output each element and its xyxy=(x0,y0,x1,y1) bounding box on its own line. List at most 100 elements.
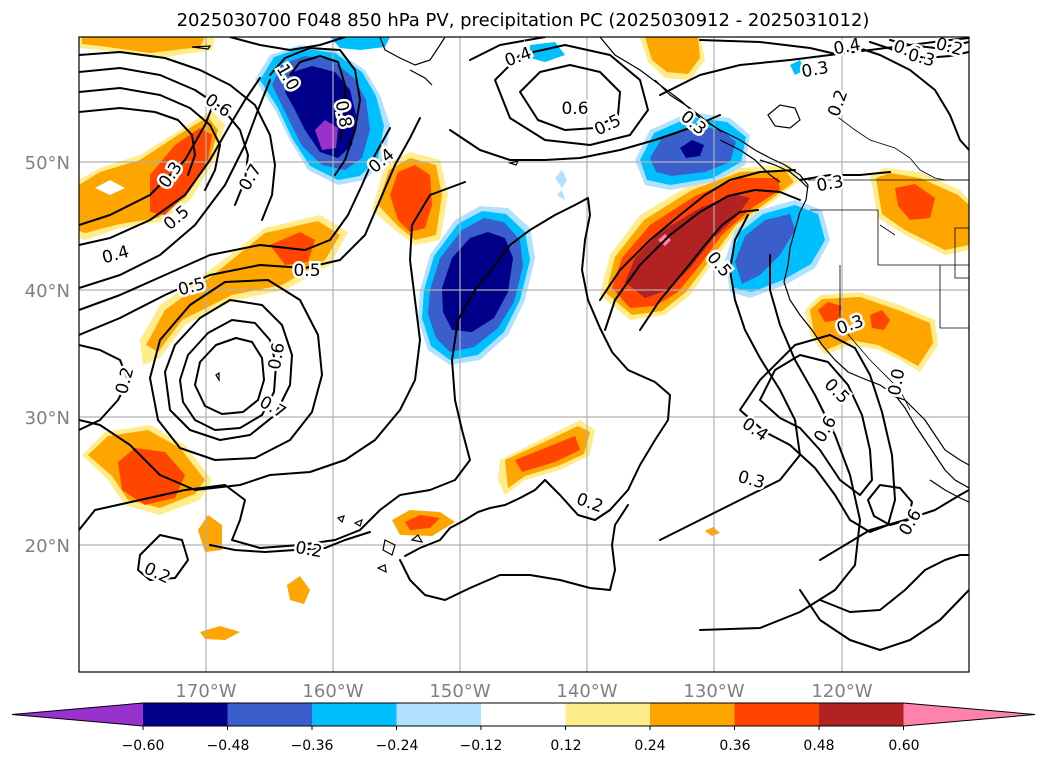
colorbar-tick-label: 0.36 xyxy=(719,738,750,754)
lon-label: 130°W xyxy=(683,681,744,702)
contour-label: 0.5 xyxy=(293,261,320,281)
colorbar-extend-max xyxy=(903,703,1035,726)
shade-positive xyxy=(870,310,890,330)
pv-contour xyxy=(469,37,546,61)
border-line xyxy=(879,224,896,236)
colorbar-tick-label: −0.48 xyxy=(207,738,250,754)
shade-negative xyxy=(735,214,795,284)
pv-contour xyxy=(179,319,277,431)
coastline xyxy=(929,479,969,503)
shade-positive xyxy=(515,436,580,472)
lat-label: 50°N xyxy=(25,153,70,174)
shade-positive xyxy=(895,184,935,220)
border-line xyxy=(954,227,969,279)
colorbar-segment xyxy=(312,703,397,726)
pv-contour xyxy=(209,531,371,553)
pv-contour xyxy=(79,87,221,191)
shade-positive xyxy=(818,302,842,322)
island xyxy=(353,518,363,527)
shade-negative xyxy=(285,66,356,158)
pv-contour xyxy=(449,114,721,161)
colorbar-tick-label: −0.12 xyxy=(460,738,503,754)
pv-contour xyxy=(164,299,293,441)
contour-label: 0.2 xyxy=(294,538,324,562)
map-area: 0.4 0.6 0.5 0.3 0.2 0.4 0.6 0.3 0.2 0.6 … xyxy=(79,37,969,672)
pv-contour xyxy=(79,117,421,336)
colorbar-extend-min xyxy=(12,703,143,726)
shade-positive xyxy=(810,297,933,366)
pv-contour xyxy=(867,484,913,526)
pv-contour xyxy=(494,44,649,146)
colorbar-tick-label: 0.48 xyxy=(803,738,834,754)
coastline xyxy=(719,139,781,183)
shade-negative xyxy=(555,170,567,188)
shade-positive xyxy=(198,515,222,552)
pv-contour xyxy=(659,214,801,541)
shade-negative xyxy=(315,120,338,150)
pv-contour xyxy=(404,479,546,557)
shade-negative xyxy=(330,37,390,50)
colorbar-tick-label: 0.12 xyxy=(550,738,581,754)
pv-contour xyxy=(269,47,361,176)
colorbar xyxy=(11,702,1036,730)
island xyxy=(382,539,396,556)
gridlines xyxy=(79,37,969,672)
pv-contour xyxy=(639,209,759,331)
island xyxy=(215,371,220,383)
pv-contour xyxy=(599,169,796,301)
coastline xyxy=(889,394,969,466)
lon-label: 170°W xyxy=(175,681,236,702)
pv-contour xyxy=(79,51,276,221)
pv-contour xyxy=(759,354,873,496)
shade-positive xyxy=(645,37,700,74)
pv-contour xyxy=(659,37,969,96)
shade-positive xyxy=(150,128,212,215)
pv-contour xyxy=(79,127,391,311)
shade-positive xyxy=(625,194,750,298)
shade-positive xyxy=(82,37,205,53)
colorbar-segment xyxy=(565,703,651,726)
colorbar-segment xyxy=(819,703,904,726)
pv-contour xyxy=(399,504,629,601)
pv-contour xyxy=(819,489,969,561)
coastline xyxy=(409,69,433,86)
border-line xyxy=(939,265,969,329)
pv-contour xyxy=(604,189,801,331)
colorbar-tick-label: 0.60 xyxy=(888,738,919,754)
pv-contour xyxy=(819,554,969,613)
island xyxy=(410,534,424,543)
pv-contour xyxy=(149,279,323,461)
island xyxy=(507,160,520,166)
shade-positive xyxy=(390,165,432,232)
lat-labels: 50°N 40°N 30°N 20°N xyxy=(25,153,70,557)
pv-contour xyxy=(699,254,861,631)
island xyxy=(336,515,345,524)
contour-label: 0.6 xyxy=(265,341,289,371)
island xyxy=(191,45,212,50)
shade-negative xyxy=(790,60,805,75)
pv-contour xyxy=(869,41,969,59)
coastlines xyxy=(191,37,969,574)
borders xyxy=(808,114,969,411)
border-line xyxy=(810,209,969,266)
colorbar-segment xyxy=(227,703,313,726)
coastline xyxy=(654,79,723,133)
shade-positive xyxy=(118,448,185,505)
pv-contour xyxy=(229,37,346,51)
pv-contour xyxy=(79,99,216,226)
pv-contour xyxy=(79,77,261,246)
pv-contour xyxy=(79,79,271,289)
coastline xyxy=(759,159,809,189)
shade-positive xyxy=(287,576,310,604)
pv-contour xyxy=(79,344,129,431)
pv-contour xyxy=(79,107,196,176)
pv-contour xyxy=(519,64,621,131)
pv-contour xyxy=(799,171,891,181)
pv-contour xyxy=(79,181,466,491)
pv-contour xyxy=(194,337,265,415)
coastline xyxy=(767,104,801,129)
colorbar-segment xyxy=(143,703,228,726)
border-line xyxy=(839,265,911,411)
lon-label: 160°W xyxy=(302,681,363,702)
colorbar-segment xyxy=(650,703,735,726)
